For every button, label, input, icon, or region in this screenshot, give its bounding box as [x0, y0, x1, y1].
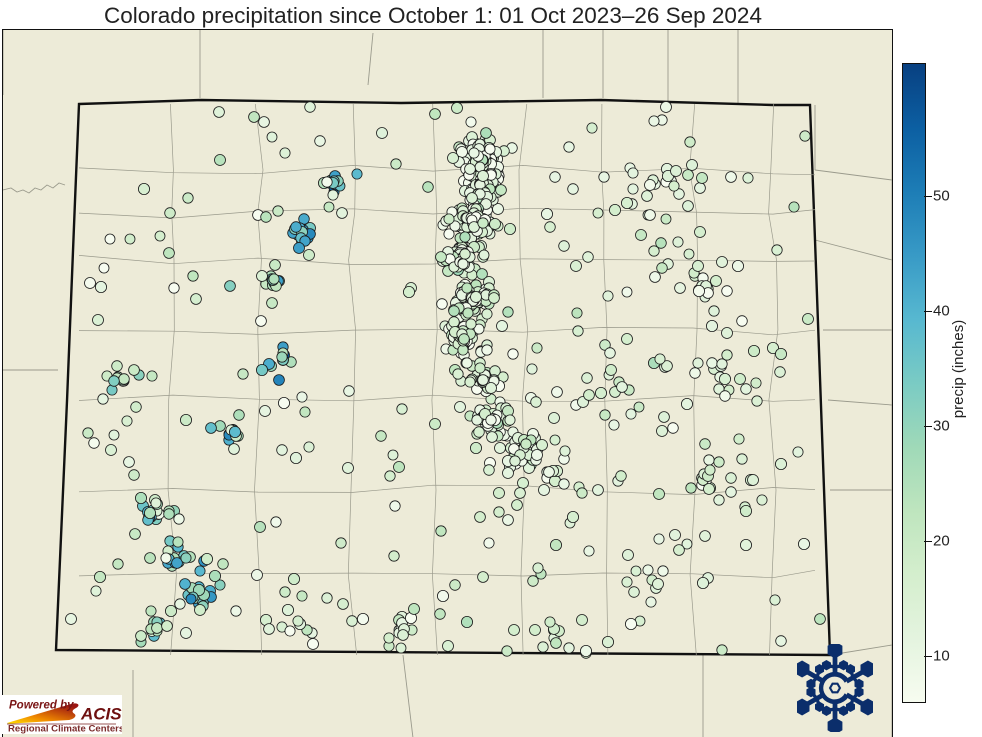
- svg-text:ACIS: ACIS: [80, 705, 122, 724]
- svg-text:Powered by: Powered by: [9, 700, 74, 712]
- svg-text:Regional Climate Centers: Regional Climate Centers: [8, 723, 122, 734]
